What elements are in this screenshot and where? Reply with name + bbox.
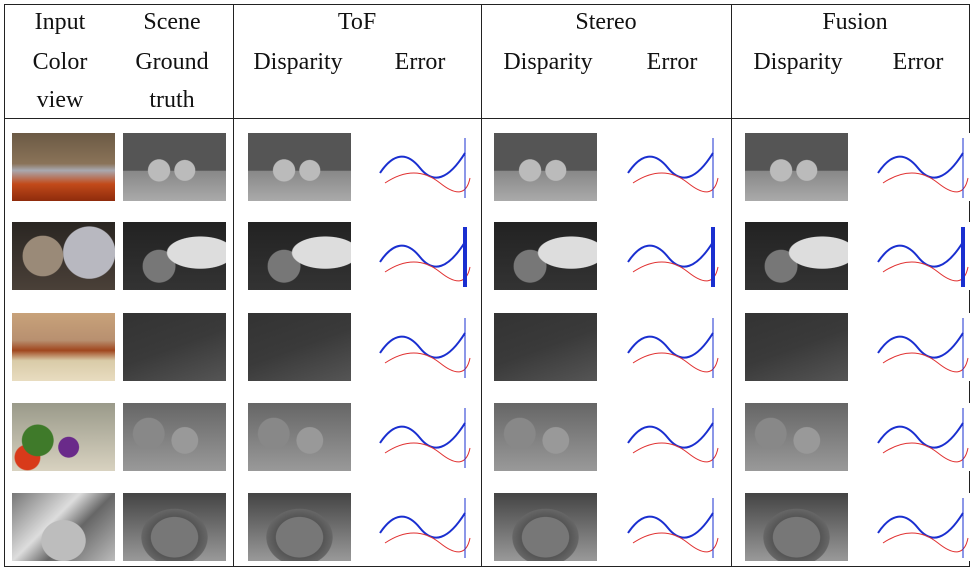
header-cell: Error (893, 50, 944, 74)
disparity-map (494, 313, 597, 381)
rule (4, 4, 970, 5)
disparity-map (494, 222, 597, 290)
error-strokes (868, 403, 971, 471)
error-strokes (370, 493, 473, 561)
header-cell: Error (647, 50, 698, 74)
error-strokes (868, 493, 971, 561)
rule (481, 4, 482, 567)
header-cell: Stereo (575, 10, 636, 34)
error-map (370, 133, 473, 201)
error-map (618, 133, 721, 201)
header-cell: Input (35, 10, 86, 34)
error-map (618, 313, 721, 381)
error-strokes (618, 133, 721, 201)
disparity-map (745, 222, 848, 290)
error-map (618, 493, 721, 561)
disparity-map (248, 222, 351, 290)
error-strokes (370, 222, 473, 290)
color-image (12, 403, 115, 471)
header-cell: Disparity (253, 50, 342, 74)
rule (4, 4, 5, 567)
error-strokes (868, 133, 971, 201)
disparity-map (123, 133, 226, 201)
figure-table: Input Scene ToF Stereo Fusion Color Grou… (0, 0, 971, 569)
disparity-map (494, 493, 597, 561)
rule (4, 566, 970, 567)
error-strokes (370, 133, 473, 201)
disparity-map (248, 493, 351, 561)
header-cell: view (37, 88, 84, 112)
error-map (618, 222, 721, 290)
header-cell: Disparity (753, 50, 842, 74)
error-map (370, 493, 473, 561)
error-strokes (868, 313, 971, 381)
disparity-map (123, 222, 226, 290)
error-map (868, 222, 971, 290)
disparity-map (123, 403, 226, 471)
error-strokes (618, 493, 721, 561)
header-cell: truth (149, 88, 194, 112)
error-strokes (618, 222, 721, 290)
disparity-map (123, 493, 226, 561)
header-cell: Scene (143, 10, 200, 34)
error-strokes (618, 403, 721, 471)
error-map (868, 493, 971, 561)
disparity-map (494, 403, 597, 471)
disparity-map (123, 313, 226, 381)
disparity-map (745, 403, 848, 471)
disparity-map (248, 133, 351, 201)
disparity-map (745, 133, 848, 201)
header-cell: Error (395, 50, 446, 74)
color-image (12, 222, 115, 290)
rule (4, 118, 970, 119)
header-cell: Color (33, 50, 88, 74)
header-cell: Ground (135, 50, 208, 74)
error-map (868, 313, 971, 381)
error-map (618, 403, 721, 471)
rule (731, 4, 732, 567)
header-cell: Fusion (822, 10, 887, 34)
disparity-map (494, 133, 597, 201)
error-strokes (618, 313, 721, 381)
color-image (12, 313, 115, 381)
error-map (868, 403, 971, 471)
color-image (12, 493, 115, 561)
error-map (868, 133, 971, 201)
rule (233, 4, 234, 567)
error-strokes (370, 313, 473, 381)
error-strokes (370, 403, 473, 471)
disparity-map (745, 313, 848, 381)
error-strokes (868, 222, 971, 290)
error-map (370, 222, 473, 290)
disparity-map (745, 493, 848, 561)
error-map (370, 403, 473, 471)
disparity-map (248, 313, 351, 381)
error-map (370, 313, 473, 381)
disparity-map (248, 403, 351, 471)
color-image (12, 133, 115, 201)
header-cell: Disparity (503, 50, 592, 74)
header-cell: ToF (338, 10, 376, 34)
